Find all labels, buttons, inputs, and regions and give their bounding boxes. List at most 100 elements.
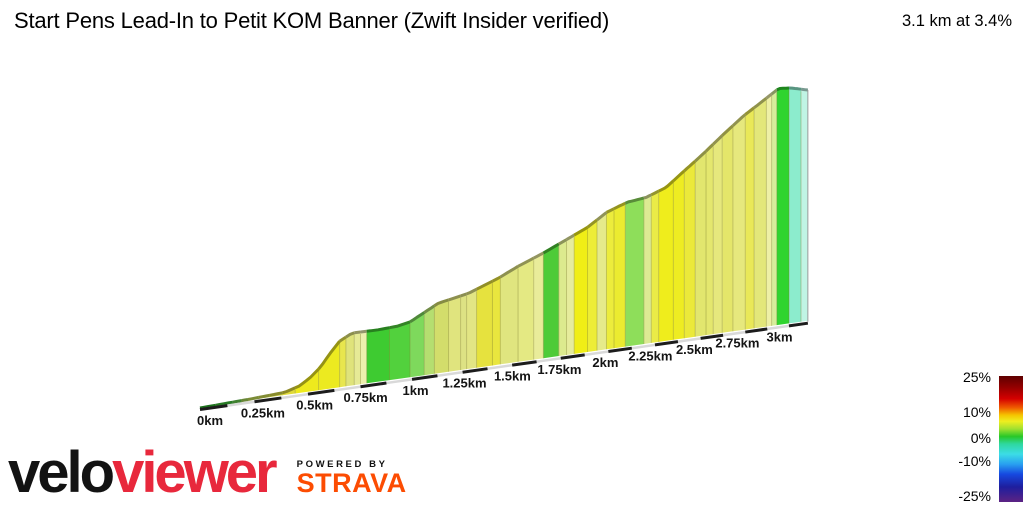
gradient-band	[558, 239, 567, 356]
x-tick-label: 3km	[766, 329, 792, 344]
segment-distance-gradient-stat: 3.1 km at 3.4%	[901, 12, 1012, 30]
gradient-band	[732, 114, 746, 332]
axis-tape-dash	[307, 388, 335, 396]
profile-ridge-line	[753, 97, 768, 109]
profile-ridge-line	[466, 287, 478, 296]
x-tick-label: 2km	[592, 355, 618, 370]
profile-ridge-line	[317, 340, 341, 371]
gradient-band	[434, 299, 449, 374]
profile-ridge-line	[683, 159, 697, 173]
x-tick-label: 2.5km	[676, 342, 713, 357]
gradient-band	[518, 258, 534, 362]
profile-ridge-line	[721, 124, 734, 137]
profile-ridge-line	[624, 196, 645, 205]
gradient-legend-color-bar	[999, 376, 1023, 502]
gradient-band	[606, 208, 614, 350]
strava-attribution: POWERED BY STRAVA	[297, 459, 407, 502]
axis-tape-dash	[560, 353, 585, 360]
x-tick-label: 0km	[197, 413, 223, 428]
strava-logo: STRAVA	[296, 468, 407, 498]
veloviewer-logo: veloviewer	[8, 444, 278, 502]
axis-tape-dash	[788, 321, 809, 328]
profile-ridge-line	[776, 86, 790, 92]
gradient-band	[566, 235, 575, 355]
axis-tape-dash	[411, 374, 438, 381]
profile-ridge-line	[605, 207, 615, 214]
profile-ridge-line	[800, 87, 809, 92]
gradient-band	[597, 212, 607, 351]
profile-ridge-line	[542, 242, 560, 255]
profile-ridge-line	[281, 386, 296, 395]
profile-ridge-line	[765, 92, 773, 100]
page-title: Start Pens Lead-In to Petit KOM Banner (…	[14, 8, 610, 33]
x-tick-label: 0.25km	[241, 405, 285, 420]
profile-ridge-line	[558, 238, 568, 246]
profile-ridge-line	[650, 189, 660, 197]
gradient-band	[801, 89, 808, 322]
veloviewer-logo-velo: velo	[8, 440, 115, 505]
gradient-band	[684, 161, 696, 339]
gradient-band	[614, 203, 626, 349]
legend-gradient-label: 10%	[962, 404, 991, 421]
profile-ridge-line	[345, 331, 355, 339]
profile-ridge-line	[232, 399, 242, 404]
gradient-band	[466, 289, 477, 370]
profile-ridge-line	[532, 251, 545, 260]
veloviewer-logo-viewer: viewer	[112, 440, 278, 505]
profile-ridge-line	[491, 275, 502, 283]
legend-gradient-label: 25%	[962, 369, 991, 386]
profile-ridge-line	[360, 329, 367, 334]
x-tick-label: 2.25km	[628, 348, 672, 363]
axis-tape-dash	[360, 381, 387, 389]
profile-ridge-line	[613, 201, 626, 211]
gradient-band	[492, 277, 501, 366]
gradient-band	[460, 293, 467, 370]
profile-ridge-line	[596, 211, 608, 222]
gradient-band	[706, 144, 714, 336]
profile-ridge-line	[744, 106, 756, 116]
profile-ridge-line	[215, 400, 234, 407]
profile-ridge-line	[731, 113, 747, 127]
gradient-band	[543, 244, 559, 359]
gradient-band	[713, 135, 723, 335]
legend-gradient-label: -25%	[958, 488, 991, 505]
profile-ridge-line	[565, 233, 575, 241]
profile-ridge-line	[338, 335, 347, 343]
gradient-band	[500, 266, 518, 365]
x-tick-label: 1km	[402, 383, 428, 398]
axis-tape-dash	[462, 367, 488, 374]
profile-ridge-line	[658, 179, 675, 193]
gradient-band	[754, 98, 767, 329]
axis-tape-dash	[199, 404, 228, 411]
gradient-band	[476, 281, 493, 368]
profile-ridge-line	[694, 150, 708, 163]
gradient-band	[776, 88, 789, 326]
gradient-band	[339, 337, 346, 388]
gradient-band	[745, 107, 755, 330]
powered-by-label: POWERED BY	[296, 459, 388, 470]
axis-tape-dash	[254, 396, 282, 404]
gradient-band	[625, 198, 644, 347]
gradient-band	[360, 331, 367, 385]
profile-ridge-line	[475, 279, 494, 291]
profile-ridge-line	[258, 393, 270, 399]
profile-ridge-line	[448, 294, 462, 302]
footer-branding: veloviewer POWERED BY STRAVA	[8, 444, 407, 502]
profile-ridge-line	[460, 292, 468, 298]
profile-ridge-line	[354, 330, 361, 335]
gradient-band	[651, 191, 659, 343]
gradient-band	[345, 332, 355, 387]
profile-ridge-line	[433, 298, 449, 308]
profile-ridge-line	[269, 391, 283, 397]
profile-ridge-line	[423, 304, 436, 314]
gradient-band	[389, 321, 410, 381]
profile-ridge-line	[389, 320, 411, 330]
axis-tape-dash	[700, 333, 724, 340]
x-tick-label: 1.25km	[442, 376, 486, 391]
gradient-band	[318, 341, 340, 391]
axis-tape-dash	[745, 327, 768, 334]
gradient-band	[354, 332, 361, 386]
profile-ridge-line	[586, 218, 598, 229]
